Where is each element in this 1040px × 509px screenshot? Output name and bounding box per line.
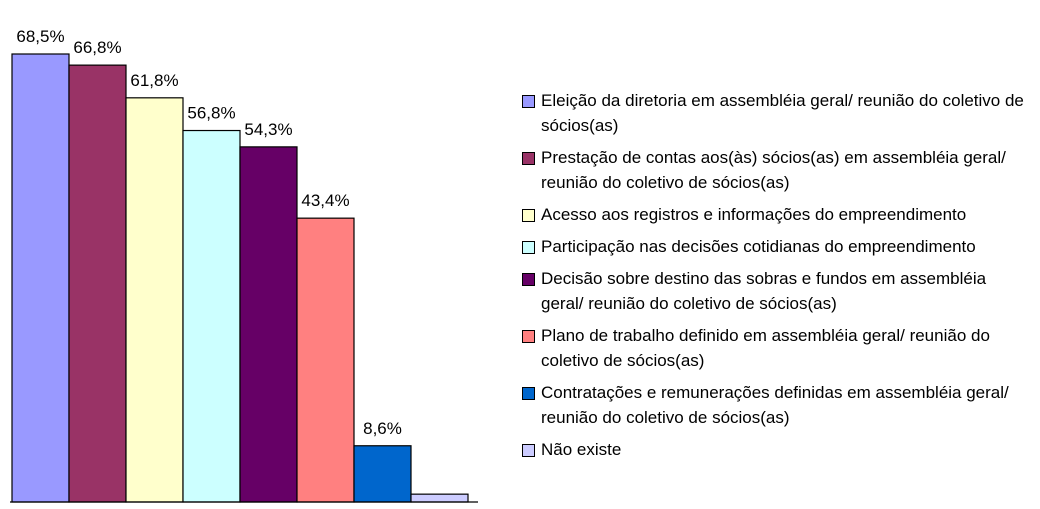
bar xyxy=(239,146,298,503)
bar xyxy=(125,97,184,503)
bar xyxy=(296,217,355,503)
bar xyxy=(353,445,412,503)
value-label: 68,5% xyxy=(16,27,64,46)
legend-item: Decisão sobre destino das sobras e fundo… xyxy=(522,266,1032,316)
legend-item: Acesso aos registros e informações do em… xyxy=(522,202,1032,227)
legend-swatch xyxy=(522,330,535,343)
legend-swatch xyxy=(522,152,535,165)
legend-swatch xyxy=(522,95,535,108)
legend-label: Participação nas decisões cotidianas do … xyxy=(541,237,976,256)
legend-label: Contratações e remunerações definidas em… xyxy=(541,383,1009,427)
legend-label: Não existe xyxy=(541,440,622,459)
legend-label: Acesso aos registros e informações do em… xyxy=(541,205,967,224)
legend-item: Plano de trabalho definido em assembléia… xyxy=(522,323,1032,373)
legend-item: Contratações e remunerações definidas em… xyxy=(522,380,1032,430)
legend-swatch xyxy=(522,209,535,222)
value-label: 61,8% xyxy=(130,71,178,90)
legend-label: Eleição da diretoria em assembléia geral… xyxy=(541,91,1024,135)
legend-label: Plano de trabalho definido em assembléia… xyxy=(541,326,990,370)
legend-label: Prestação de contas aos(às) sócios(as) e… xyxy=(541,148,1006,192)
legend-item: Participação nas decisões cotidianas do … xyxy=(522,234,1032,259)
legend-swatch xyxy=(522,241,535,254)
value-label: 56,8% xyxy=(187,104,235,123)
legend-swatch xyxy=(522,444,535,457)
legend: Eleição da diretoria em assembléia geral… xyxy=(522,88,1032,462)
value-label: 54,3% xyxy=(244,120,292,139)
legend-swatch xyxy=(522,387,535,400)
legend-item: Eleição da diretoria em assembléia geral… xyxy=(522,88,1032,138)
legend-item: Prestação de contas aos(às) sócios(as) e… xyxy=(522,145,1032,195)
value-label: 66,8% xyxy=(73,38,121,57)
bar xyxy=(68,64,127,503)
value-label: 43,4% xyxy=(301,191,349,210)
legend-label: Decisão sobre destino das sobras e fundo… xyxy=(541,269,987,313)
value-label: 8,6% xyxy=(363,419,402,438)
bar xyxy=(410,493,469,503)
legend-swatch xyxy=(522,273,535,286)
chart: 68,5% 66,8% 61,8% 56,8% 54,3% 43,4% 8,6% xyxy=(10,27,478,503)
legend-item: Não existe xyxy=(522,437,1032,462)
bar xyxy=(11,53,70,503)
bar xyxy=(182,129,241,503)
